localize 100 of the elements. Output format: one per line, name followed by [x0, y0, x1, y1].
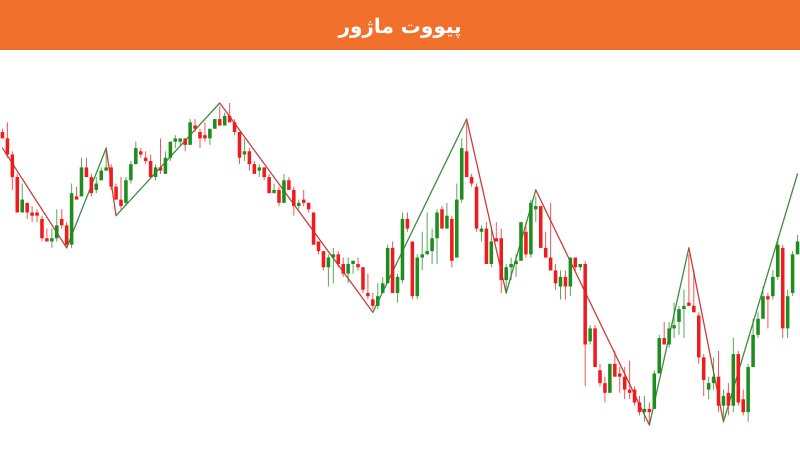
- candlestick: [99, 166, 104, 181]
- candlestick: [10, 150, 14, 190]
- candlestick: [74, 186, 78, 200]
- candlestick: [124, 176, 128, 207]
- candlestick: [64, 222, 68, 248]
- candlestick: [332, 247, 336, 284]
- candlestick: [603, 376, 607, 403]
- candlestick: [119, 176, 123, 210]
- candlestick: [336, 250, 340, 268]
- candlestick: [722, 389, 726, 420]
- candlestick: [50, 228, 54, 248]
- candlestick: [183, 138, 187, 152]
- candlestick: [642, 396, 646, 422]
- candlestick: [622, 366, 626, 400]
- candlestick: [296, 199, 301, 210]
- candlestick: [164, 150, 168, 174]
- candlestick: [351, 260, 355, 274]
- candlestick: [662, 321, 666, 345]
- candlestick: [322, 250, 326, 271]
- candlestick: [706, 376, 710, 400]
- candlestick: [144, 150, 148, 165]
- candlestick: [687, 254, 691, 306]
- candlestick: [222, 112, 226, 126]
- candlestick: [470, 173, 474, 188]
- candlestick: [0, 128, 4, 139]
- candlestick: [796, 234, 800, 255]
- candlestick: [232, 118, 236, 136]
- candlestick: [380, 276, 384, 294]
- candlestick: [524, 222, 528, 258]
- candlestick: [257, 164, 262, 178]
- candlestick: [425, 212, 429, 255]
- candlestick: [361, 266, 365, 294]
- candlestick: [114, 183, 118, 200]
- candlestick: [672, 302, 676, 339]
- chart-title: پیووت ماژور: [337, 14, 462, 38]
- candlestick: [138, 148, 143, 158]
- candlestick: [440, 206, 444, 230]
- candlestick: [598, 363, 602, 387]
- candlestick: [228, 102, 232, 123]
- candlestick: [480, 224, 484, 242]
- candlestick: [726, 382, 730, 416]
- candlestick: [490, 228, 494, 268]
- candlestick: [213, 118, 217, 130]
- candlestick: [371, 292, 375, 310]
- candlestick: [55, 208, 59, 242]
- candlestick: [109, 164, 113, 190]
- candlestick: [326, 254, 330, 288]
- candlestick: [60, 208, 64, 230]
- candlestick: [168, 141, 172, 162]
- candlestick: [548, 202, 552, 271]
- candlestick: [129, 160, 133, 184]
- candlestick: [702, 354, 706, 397]
- candlestick: [292, 186, 296, 216]
- candlestick: [558, 270, 562, 300]
- candlestick: [20, 183, 24, 213]
- candlestick: [94, 176, 98, 194]
- candlestick: [564, 270, 568, 300]
- candlestick: [588, 324, 592, 345]
- candlestick: [267, 173, 271, 194]
- candlestick: [430, 228, 434, 264]
- candlestick: [692, 270, 696, 313]
- candlestick: [45, 228, 49, 242]
- candlestick: [218, 106, 222, 126]
- candlestick: [677, 305, 681, 336]
- candlestick: [208, 128, 212, 146]
- candlestick: [90, 173, 94, 197]
- candlestick: [84, 157, 88, 178]
- candlestick: [148, 154, 152, 178]
- candlestick: [376, 282, 380, 310]
- candlestick: [648, 402, 652, 426]
- candlestick: [445, 202, 449, 230]
- candlestick: [302, 189, 306, 207]
- candlestick: [277, 186, 281, 207]
- candlestick: [341, 257, 345, 278]
- candlestick: [514, 254, 518, 278]
- candlestick: [346, 257, 350, 284]
- candlestick: [420, 231, 424, 271]
- candlestick: [287, 176, 291, 190]
- candlestick: [766, 292, 770, 329]
- candlestick: [6, 122, 10, 158]
- candlestick: [761, 286, 765, 320]
- candlestick: [756, 312, 760, 339]
- candlestick: [104, 150, 108, 172]
- candlestick: [771, 270, 775, 300]
- candlestick: [134, 141, 138, 165]
- candlestick: [638, 396, 642, 416]
- candlestick: [504, 264, 508, 294]
- candlestick: [252, 160, 256, 174]
- candlestick: [544, 231, 548, 258]
- candlestick: [242, 138, 246, 162]
- candlestick: [667, 321, 671, 348]
- candlestick: [356, 257, 360, 271]
- candlestick: [193, 118, 197, 132]
- candlestick: [554, 264, 558, 290]
- candlestick: [366, 273, 370, 300]
- candlestick: [158, 138, 162, 174]
- candlestick: [509, 257, 513, 281]
- candlestick: [40, 215, 44, 242]
- candlestick: [682, 289, 686, 339]
- candlestick: [712, 356, 716, 390]
